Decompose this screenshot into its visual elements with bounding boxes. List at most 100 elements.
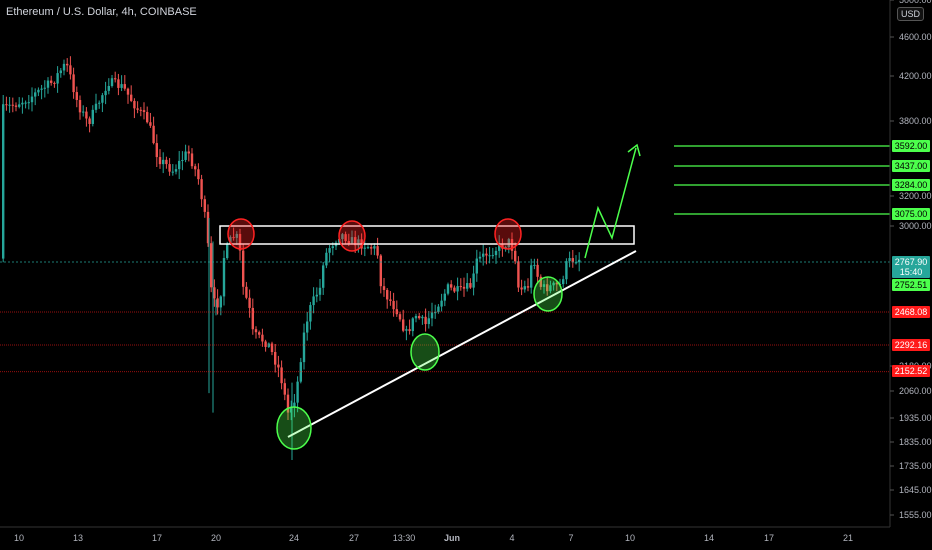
candle-body bbox=[507, 239, 510, 248]
candle-body bbox=[258, 332, 261, 335]
resistance-box bbox=[219, 225, 635, 245]
candle-body bbox=[66, 63, 69, 66]
candle-body bbox=[322, 265, 325, 288]
candle-body bbox=[318, 287, 322, 295]
candle-body bbox=[498, 243, 501, 251]
time-tick-label: 21 bbox=[843, 533, 853, 543]
candle-body bbox=[533, 264, 536, 266]
resistance-touch-marker bbox=[494, 218, 522, 250]
candle-body bbox=[437, 306, 440, 313]
candle-body bbox=[197, 169, 200, 180]
candle-body bbox=[232, 237, 235, 239]
candle-body bbox=[331, 246, 334, 249]
candle-body bbox=[270, 343, 274, 353]
candle-body bbox=[114, 78, 117, 80]
candle-body bbox=[14, 105, 18, 107]
candle-body bbox=[354, 237, 357, 246]
price-tag bbox=[892, 160, 930, 172]
candle-body bbox=[277, 364, 280, 368]
candle-body bbox=[302, 332, 306, 363]
candle-body bbox=[56, 73, 59, 84]
projection-path bbox=[584, 147, 637, 259]
candle-body bbox=[446, 284, 450, 294]
candle-body bbox=[504, 247, 507, 249]
candle-body bbox=[139, 109, 142, 111]
price-tag bbox=[892, 256, 930, 268]
candle-body bbox=[453, 287, 456, 292]
candle-body bbox=[475, 258, 478, 274]
candle-body bbox=[40, 88, 43, 90]
candle-body bbox=[21, 102, 24, 105]
resistance-touch-marker bbox=[338, 220, 366, 252]
candle-body bbox=[5, 104, 8, 106]
time-tick-label: 20 bbox=[211, 533, 221, 543]
candle-body bbox=[469, 283, 472, 288]
candle-body bbox=[357, 239, 360, 246]
candle-body bbox=[379, 255, 382, 287]
candle-body bbox=[350, 237, 354, 244]
price-tick-label: 1645.00 bbox=[899, 485, 932, 495]
candle-body bbox=[155, 143, 158, 158]
candle-body bbox=[459, 286, 462, 288]
time-tick-label: 7 bbox=[568, 533, 573, 543]
candle-body bbox=[194, 166, 197, 170]
price-tick-label: 4200.00 bbox=[899, 71, 932, 81]
candle-body bbox=[562, 279, 565, 285]
price-tag bbox=[892, 208, 930, 220]
candle-body bbox=[254, 329, 258, 333]
candle-body bbox=[245, 286, 248, 298]
candle-body bbox=[8, 104, 11, 106]
time-tick-label: 4 bbox=[509, 533, 514, 543]
support-touch-marker bbox=[276, 406, 312, 450]
candle-body bbox=[222, 258, 226, 297]
candle-body bbox=[168, 164, 171, 172]
price-tag-label: 2752.51 bbox=[895, 280, 928, 290]
candle-body bbox=[542, 284, 546, 287]
drawings bbox=[0, 143, 890, 450]
candle-body bbox=[130, 94, 133, 101]
candle-body bbox=[98, 102, 101, 104]
candle-body bbox=[328, 248, 331, 253]
candle-body bbox=[411, 318, 414, 332]
candle-body bbox=[536, 264, 539, 277]
price-tag bbox=[892, 266, 930, 278]
candle-body bbox=[510, 239, 514, 251]
candle-body bbox=[82, 111, 85, 113]
candle-body bbox=[187, 151, 190, 154]
candle-body bbox=[264, 341, 267, 347]
candle-body bbox=[24, 102, 27, 104]
candle-body bbox=[392, 300, 395, 310]
candle-body bbox=[293, 402, 296, 408]
price-tick-label: 3800.00 bbox=[899, 116, 932, 126]
candle-body bbox=[11, 104, 14, 106]
candle-body bbox=[578, 259, 581, 263]
time-axis: 10 13 17 20 24 27 13:30 Jun 4 7 10 14 17 21 bbox=[0, 526, 890, 543]
candle-body bbox=[462, 286, 466, 289]
candle-body bbox=[283, 383, 286, 395]
candle-body bbox=[46, 80, 50, 88]
time-tick-label: 14 bbox=[704, 533, 714, 543]
candle-body bbox=[517, 261, 520, 288]
price-tick-label: 3000.00 bbox=[899, 221, 932, 231]
candle-body bbox=[85, 111, 88, 119]
candle-body bbox=[306, 321, 309, 333]
candle-body bbox=[136, 108, 139, 110]
candle-body bbox=[373, 246, 376, 249]
time-tick-label: 13:30 bbox=[393, 533, 416, 543]
price-tag-label: 15:40 bbox=[900, 267, 923, 277]
candle-body bbox=[382, 286, 386, 290]
symbol-title: Ethereum / U.S. Dollar, 4h, COINBASE bbox=[6, 6, 197, 18]
candle-body bbox=[485, 253, 488, 256]
candle-body bbox=[571, 258, 574, 263]
currency-button[interactable]: USD bbox=[896, 7, 924, 21]
candle-body bbox=[206, 211, 210, 244]
price-axis: 1555.00 1645.00 1735.00 1835.00 1935.00 2060.… bbox=[889, 0, 932, 550]
candle-body bbox=[363, 247, 366, 249]
candle-body bbox=[456, 286, 459, 292]
candle-body bbox=[296, 381, 299, 403]
candle-body bbox=[539, 276, 542, 287]
candle-body bbox=[229, 237, 232, 245]
candle-body bbox=[72, 74, 75, 93]
support-touch-marker bbox=[410, 333, 440, 371]
